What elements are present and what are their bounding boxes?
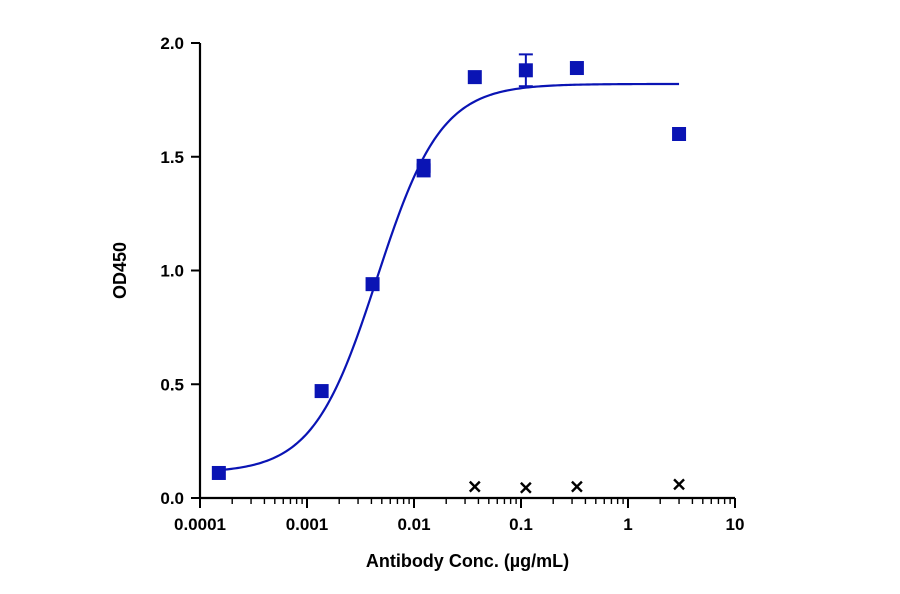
control-point (673, 478, 685, 491)
data-points (211, 53, 687, 494)
data-point (672, 127, 687, 141)
axes (198, 43, 735, 500)
x-tick-label: 0.001 (286, 515, 329, 534)
data-point (467, 70, 482, 85)
data-point (314, 384, 329, 399)
control-point (520, 481, 532, 494)
data-point (518, 63, 533, 78)
data-point (365, 277, 380, 292)
y-tick-label: 1.5 (160, 148, 184, 167)
y-axis-title: OD450 (110, 242, 130, 299)
control-point (468, 480, 481, 493)
y-ticks: 0.0 0.5 1.0 1.5 2.0 (160, 34, 200, 508)
data-point (569, 61, 584, 76)
x-ticks: 0.0001 0.001 0.01 0.1 1 10 (174, 498, 744, 534)
data-point (416, 163, 431, 178)
y-tick-label: 2.0 (160, 34, 184, 53)
x-tick-label: 10 (726, 515, 745, 534)
y-tick-label: 1.0 (160, 262, 184, 281)
x-tick-label: 0.0001 (174, 515, 226, 534)
x-tick-label: 0.1 (509, 515, 533, 534)
x-axis-title: Antibody Conc. (µg/mL) (366, 551, 569, 571)
x-tick-label: 1 (623, 515, 632, 534)
control-point (571, 480, 583, 493)
x-tick-label: 0.01 (397, 515, 430, 534)
data-point (211, 465, 226, 480)
y-tick-label: 0.5 (160, 375, 184, 394)
fit-curve (218, 82, 680, 472)
y-tick-label: 0.0 (160, 489, 184, 508)
